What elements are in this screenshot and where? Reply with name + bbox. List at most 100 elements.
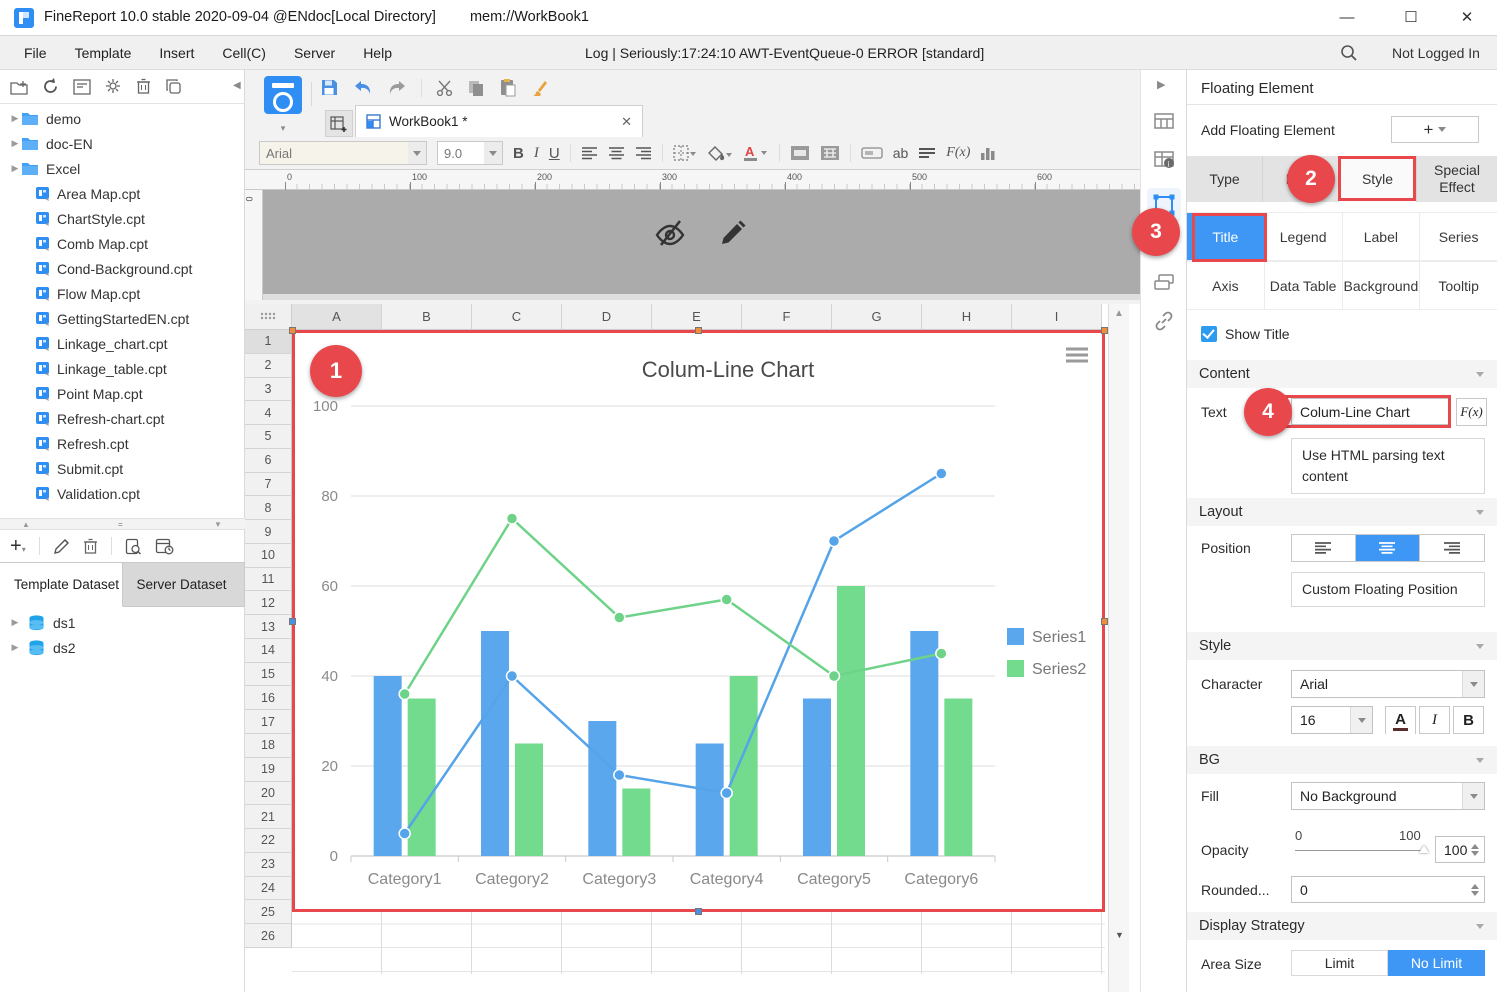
row-header-14[interactable]: 14: [245, 638, 292, 663]
row-header-25[interactable]: 25: [245, 900, 292, 925]
merge-cells-icon[interactable]: [790, 145, 810, 161]
cut-icon[interactable]: [436, 79, 453, 97]
add-dataset-button[interactable]: +▾: [10, 534, 26, 557]
expand-caret-icon[interactable]: ▶: [11, 138, 19, 148]
align-right-button[interactable]: [1420, 534, 1485, 562]
collapse-panel-icon[interactable]: ▶: [1157, 79, 1166, 91]
column-header-a[interactable]: A: [292, 304, 382, 330]
title-color-button[interactable]: A: [1385, 706, 1416, 734]
row-header-7[interactable]: 7: [245, 472, 292, 497]
dataset-item-ds1[interactable]: ▶ ds1: [0, 610, 245, 635]
tree-item-validation-cpt[interactable]: Validation.cpt: [0, 481, 245, 506]
hide-pane-icon[interactable]: [653, 218, 687, 248]
align-left-button[interactable]: [1291, 534, 1356, 562]
html-parse-checkbox[interactable]: Use HTML parsing text content: [1291, 438, 1485, 494]
tree-item-point-map-cpt[interactable]: Point Map.cpt: [0, 381, 245, 406]
link-icon[interactable]: [1153, 310, 1175, 332]
chart-element[interactable]: 0 20 40 60 80 100 Category1 Category2 Category3 C…: [292, 330, 1105, 912]
opacity-spinner[interactable]: 100: [1435, 836, 1485, 863]
column-header-i[interactable]: I: [1012, 304, 1102, 330]
bg-section-header[interactable]: BG: [1187, 746, 1497, 774]
scroll-up-icon[interactable]: ▲: [1114, 308, 1124, 319]
row-header-16[interactable]: 16: [245, 686, 292, 711]
row-header-5[interactable]: 5: [245, 425, 292, 449]
dataset-query-icon[interactable]: [155, 538, 174, 555]
row-header-6[interactable]: 6: [245, 448, 292, 473]
menu-item-help[interactable]: Help: [363, 45, 392, 61]
custom-floating-position-button[interactable]: Custom Floating Position: [1291, 572, 1485, 607]
sheet-corner[interactable]: [245, 304, 292, 330]
row-header-23[interactable]: 23: [245, 852, 292, 877]
font-color-button[interactable]: A: [743, 144, 769, 162]
expand-caret-icon[interactable]: ▶: [11, 617, 19, 627]
log-status[interactable]: Log | Seriously:17:24:10 AWT-EventQueue-…: [585, 45, 985, 61]
chart-prop-tooltip[interactable]: Tooltip: [1420, 261, 1497, 310]
tree-item-refresh-chart-cpt[interactable]: Refresh-chart.cpt: [0, 406, 245, 431]
row-header-26[interactable]: 26: [245, 924, 292, 948]
tree-item-excel[interactable]: ▶ Excel: [0, 156, 245, 181]
tree-item-submit-cpt[interactable]: Submit.cpt: [0, 456, 245, 481]
panel-tab-special-effect[interactable]: Special Effect: [1417, 156, 1497, 202]
menu-item-server[interactable]: Server: [293, 45, 336, 61]
undo-icon[interactable]: [353, 79, 373, 97]
preview-dataset-icon[interactable]: [125, 538, 142, 555]
vertical-scrollbar[interactable]: ▲ ▼: [1108, 304, 1129, 992]
title-italic-button[interactable]: I: [1419, 706, 1450, 734]
menu-item-template[interactable]: Template: [74, 45, 132, 61]
tree-item-cond-background-cpt[interactable]: Cond-Background.cpt: [0, 256, 245, 281]
content-section-header[interactable]: Content: [1187, 360, 1497, 388]
close-button[interactable]: ✕: [1460, 9, 1474, 26]
align-right-icon[interactable]: [635, 146, 652, 160]
row-header-21[interactable]: 21: [245, 805, 292, 830]
bold-button[interactable]: B: [513, 144, 524, 162]
chart-prop-data-table[interactable]: Data Table: [1264, 261, 1343, 310]
rounded-spinner[interactable]: 0: [1291, 876, 1485, 903]
workbook-tab[interactable]: WorkBook1 * ✕: [355, 105, 643, 137]
tree-splitter[interactable]: ▲ = ▼: [0, 518, 245, 530]
display-strategy-header[interactable]: Display Strategy: [1187, 912, 1497, 940]
delete-icon[interactable]: [136, 78, 151, 95]
tree-item-gettingstarteden-cpt[interactable]: GettingStartedEN.cpt: [0, 306, 245, 331]
chart-prop-title[interactable]: Title: [1187, 212, 1265, 261]
panel-tab-type[interactable]: Type: [1187, 156, 1263, 202]
menu-item-cellc[interactable]: Cell(C): [222, 45, 266, 61]
dataset-tab-template-dataset[interactable]: Template Dataset: [0, 562, 123, 607]
cell-attribute-icon[interactable]: i: [1153, 150, 1175, 170]
scroll-down-icon[interactable]: ▼: [1115, 930, 1124, 940]
menu-item-insert[interactable]: Insert: [159, 45, 195, 61]
tree-item-doc-en[interactable]: ▶ doc-EN: [0, 131, 245, 156]
column-header-b[interactable]: B: [382, 304, 472, 330]
font-family-select[interactable]: Arial: [259, 141, 427, 165]
text-widget-button[interactable]: ab: [892, 145, 909, 161]
chart-prop-label[interactable]: Label: [1342, 212, 1421, 261]
refresh-icon[interactable]: [42, 78, 59, 95]
resize-handle[interactable]: [1101, 327, 1108, 334]
italic-button[interactable]: I: [533, 144, 539, 161]
title-text-input[interactable]: Colum-Line Chart: [1291, 398, 1451, 425]
add-floating-element-button[interactable]: +: [1391, 116, 1479, 143]
redo-icon[interactable]: [387, 79, 407, 97]
align-left-icon[interactable]: [581, 146, 598, 160]
chart-prop-legend[interactable]: Legend: [1264, 212, 1343, 261]
cell-element-icon[interactable]: [1153, 112, 1175, 132]
underline-button[interactable]: U: [548, 144, 560, 162]
sidebar-collapse-icon[interactable]: ◀: [233, 80, 241, 91]
style-section-header[interactable]: Style: [1187, 632, 1497, 660]
splitter-handle-icon[interactable]: =: [118, 520, 123, 529]
spin-up-icon[interactable]: [1471, 883, 1479, 889]
fill-select[interactable]: No Background: [1291, 782, 1485, 810]
resize-handle[interactable]: [695, 327, 702, 334]
column-header-g[interactable]: G: [832, 304, 922, 330]
area-size-limit[interactable]: Limit: [1291, 950, 1388, 976]
border-button[interactable]: [673, 145, 697, 161]
resize-handle[interactable]: [1101, 618, 1108, 625]
format-painter-icon[interactable]: [531, 79, 549, 97]
column-header-f[interactable]: F: [742, 304, 832, 330]
tree-item-chartstyle-cpt[interactable]: ChartStyle.cpt: [0, 206, 245, 231]
parameter-pane[interactable]: [263, 190, 1140, 300]
row-header-11[interactable]: 11: [245, 567, 292, 592]
row-header-22[interactable]: 22: [245, 829, 292, 853]
align-center-icon[interactable]: [608, 146, 625, 160]
opacity-slider-thumb[interactable]: [1419, 845, 1429, 853]
row-header-13[interactable]: 13: [245, 615, 292, 639]
